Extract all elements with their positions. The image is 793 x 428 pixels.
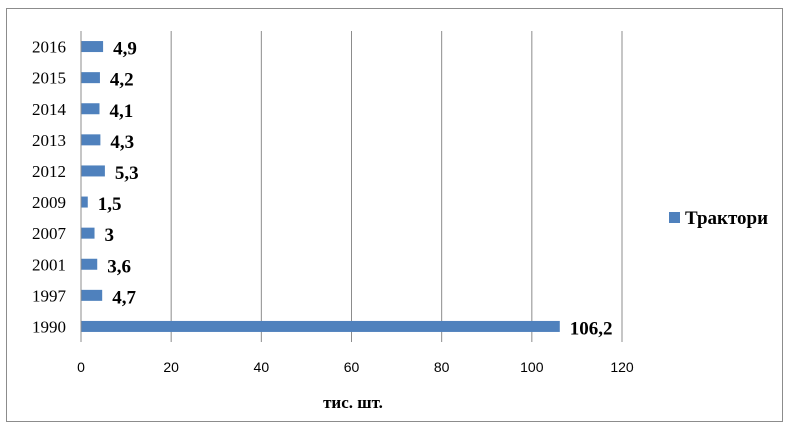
bars	[81, 41, 560, 332]
data-label: 4,2	[110, 70, 134, 91]
category-label: 2013	[32, 131, 66, 150]
x-tick-label: 40	[254, 359, 270, 375]
data-label: 4,7	[112, 287, 136, 308]
category-label: 2007	[32, 224, 67, 243]
category-label: 2009	[32, 193, 66, 212]
bar	[81, 165, 105, 177]
category-label: 1997	[32, 286, 67, 305]
bar	[81, 41, 104, 53]
bar	[81, 227, 95, 239]
data-label: 106,2	[570, 318, 613, 339]
data-labels: 106,2 4,7 3,6 3 1,5 5,3 4,3 4,1 4,2 4,9	[98, 39, 613, 340]
category-label: 2015	[32, 69, 66, 88]
gridlines	[170, 31, 623, 342]
category-label: 2012	[32, 162, 66, 181]
x-axis-label: тис. шт.	[323, 393, 383, 412]
bar	[81, 103, 100, 115]
legend-label: Трактори	[685, 208, 768, 229]
chart-frame	[6, 8, 783, 422]
category-label: 2014	[32, 100, 67, 119]
x-tick-label: 120	[610, 359, 634, 375]
data-label: 4,9	[113, 39, 137, 60]
bar	[81, 320, 560, 332]
category-label: 1990	[32, 317, 66, 336]
bar	[81, 196, 88, 208]
bar	[81, 72, 100, 84]
x-tick-label: 60	[344, 359, 360, 375]
data-label: 3	[105, 225, 115, 246]
category-labels: 1990 1997 2001 2007 2009 2012 2013 2014 2015 2016	[32, 38, 67, 337]
x-tick-label: 20	[163, 359, 179, 375]
data-label: 4,1	[109, 101, 133, 122]
x-tick-labels: 0 20 40 60 80 100 120	[77, 359, 634, 375]
data-label: 3,6	[107, 256, 131, 277]
bar	[81, 134, 101, 146]
bar	[81, 258, 98, 270]
legend-swatch	[669, 212, 680, 223]
category-label: 2016	[32, 38, 66, 57]
data-label: 1,5	[98, 194, 122, 215]
x-tick-label: 80	[434, 359, 450, 375]
x-tick-label: 0	[77, 359, 85, 375]
x-tick-label: 100	[520, 359, 544, 375]
data-label: 4,3	[110, 132, 134, 153]
category-label: 2001	[32, 255, 66, 274]
data-label: 5,3	[115, 163, 139, 184]
bar	[81, 289, 103, 301]
